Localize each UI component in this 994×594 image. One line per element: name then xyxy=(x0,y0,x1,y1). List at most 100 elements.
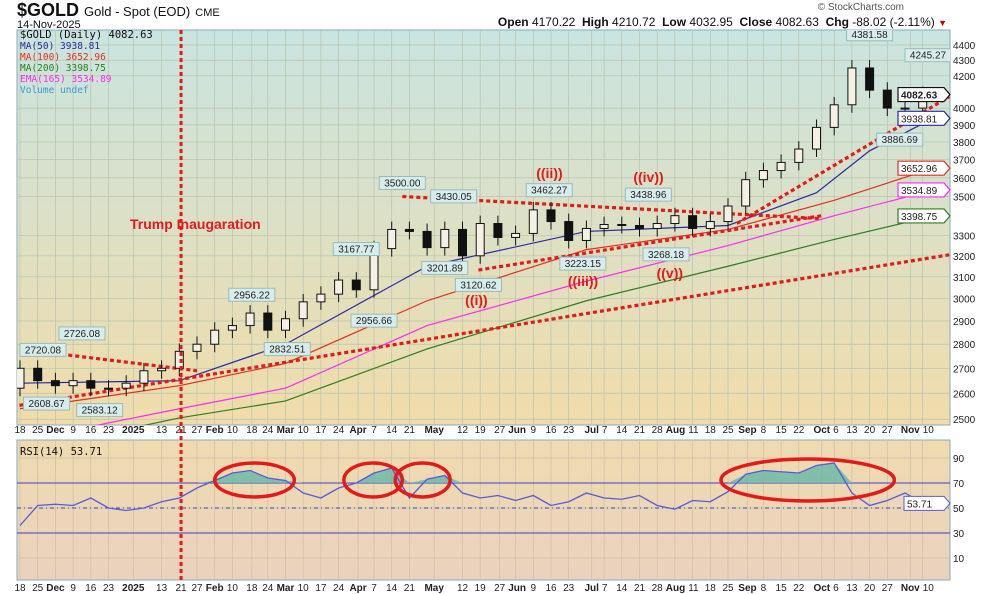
candle-body xyxy=(475,223,485,257)
price-label-box xyxy=(904,48,950,63)
candle-body xyxy=(316,293,326,303)
x-tick-label: 25 xyxy=(32,425,44,436)
symbol: $GOLD xyxy=(17,0,80,20)
x-tick-label: 9 xyxy=(70,583,76,594)
close-value: 4082.63 xyxy=(775,15,819,29)
x-tick-label: 13 xyxy=(846,425,858,436)
x-tick-label: 23 xyxy=(103,583,115,594)
value-tag-text: 3938.81 xyxy=(901,114,938,125)
x-tick-label: Apr xyxy=(349,425,366,436)
value-tag-ma50 xyxy=(897,110,951,126)
legend-ma200: MA(200) 3398.75 xyxy=(20,63,106,74)
candle-body xyxy=(688,215,698,229)
price-label-box xyxy=(430,189,478,204)
chg-label: Chg xyxy=(825,15,849,29)
candle-body xyxy=(33,367,43,382)
x-tick-label: 7 xyxy=(371,425,377,436)
elliott-wave-label: ((i)) xyxy=(465,292,488,309)
price-label: 2608.67 xyxy=(28,399,65,410)
x-tick-label: 27 xyxy=(882,583,894,594)
rsi-legend: RSI(14) 53.71 xyxy=(20,446,103,458)
x-tick-label: 19 xyxy=(475,425,487,436)
ohlc-readout: Open 4170.22 High 4210.72 Low 4032.95 Cl… xyxy=(498,16,947,30)
x-tick-label: 24 xyxy=(262,425,274,436)
candle-body xyxy=(617,224,627,227)
candle-body xyxy=(882,89,892,109)
x-tick-label: 25 xyxy=(722,583,734,594)
x-tick-label: 16 xyxy=(545,425,557,436)
price-label-box xyxy=(350,313,398,328)
x-tick-label: 10 xyxy=(923,583,935,594)
x-tick-label: Sep xyxy=(738,425,756,436)
rsi-line xyxy=(19,462,924,526)
rsi-tick-label: 90 xyxy=(953,454,965,465)
x-tick-label: 24 xyxy=(262,583,274,594)
x-tick-label: 14 xyxy=(616,583,628,594)
legend: $GOLD (Daily) 4082.63 MA(50) 3938.81 MA(… xyxy=(20,29,153,97)
candle-body xyxy=(546,209,556,223)
y-tick-label: 3300 xyxy=(953,231,976,242)
candle-body xyxy=(422,230,432,249)
x-tick-label: 10 xyxy=(923,425,935,436)
candle-body xyxy=(758,170,768,181)
trump-inauguration-annotation: Trump Inaugaration xyxy=(130,216,261,232)
x-tick-label: 21 xyxy=(404,425,416,436)
candle-body xyxy=(458,228,467,257)
elliott-wave-label: ((iii)) xyxy=(567,273,599,290)
x-tick-label: 22 xyxy=(793,425,805,436)
x-tick-label: 27 xyxy=(494,583,506,594)
x-tick-label: 18 xyxy=(14,583,26,594)
x-tick-label: 27 xyxy=(494,425,506,436)
price-label: 3438.96 xyxy=(630,190,667,201)
x-tick-label: 20 xyxy=(864,583,876,594)
x-tick-label: Sep xyxy=(738,583,756,594)
x-tick-label: 7 xyxy=(602,583,608,594)
price-label: 3500.00 xyxy=(384,178,421,189)
x-tick-label: Dec xyxy=(46,583,65,594)
x-tick-label: Mar xyxy=(277,425,295,436)
candle-body xyxy=(652,223,662,229)
x-tick-label: 13 xyxy=(156,583,168,594)
x-tick-label: 8 xyxy=(761,583,767,594)
candle-body xyxy=(157,367,167,372)
legend-price: $GOLD (Daily) 4082.63 xyxy=(20,29,153,41)
candle-body xyxy=(723,205,733,223)
y-tick-label: 3800 xyxy=(953,138,976,149)
x-tick-label: 14 xyxy=(386,583,398,594)
rsi-tick-label: 70 xyxy=(953,479,965,490)
x-tick-label: 27 xyxy=(191,583,203,594)
y-tick-label: 2800 xyxy=(953,340,976,351)
line-ma100 xyxy=(19,167,934,410)
x-tick-label: 27 xyxy=(882,425,894,436)
legend-volume: Volume undef xyxy=(20,85,89,96)
rsi-tick-label: 50 xyxy=(953,504,965,515)
candle-body xyxy=(245,312,255,327)
chart-date: 14-Nov-2025 xyxy=(17,19,81,31)
y-tick-label: 3600 xyxy=(953,174,976,185)
x-tick-label: Jul xyxy=(584,583,599,594)
x-tick-label: 21 xyxy=(634,425,646,436)
x-tick-label: May xyxy=(424,425,444,436)
candle-body xyxy=(670,215,680,225)
x-tick-label: May xyxy=(424,583,444,594)
x-tick-label: 10 xyxy=(298,583,310,594)
candle-body xyxy=(776,161,786,172)
x-tick-label: 27 xyxy=(191,425,203,436)
legend-ma100: MA(100) 3652.96 xyxy=(20,52,106,63)
x-tick-label: 6 xyxy=(833,583,839,594)
x-tick-label: Aug xyxy=(666,425,685,436)
x-tick-label: 12 xyxy=(457,583,469,594)
x-tick-label: Aug xyxy=(666,583,685,594)
x-tick-label: Oct xyxy=(813,583,830,594)
candle-body xyxy=(334,279,344,295)
trendline xyxy=(478,214,823,272)
price-label: 3886.69 xyxy=(882,135,919,146)
x-tick-label: 18 xyxy=(705,425,717,436)
close-label: Close xyxy=(739,15,773,29)
candle-body xyxy=(17,367,25,389)
candle-body xyxy=(440,228,450,249)
triangle-down-icon: ▼ xyxy=(938,18,947,28)
price-label: 2583.12 xyxy=(82,406,119,417)
x-tick-label: 13 xyxy=(156,425,168,436)
